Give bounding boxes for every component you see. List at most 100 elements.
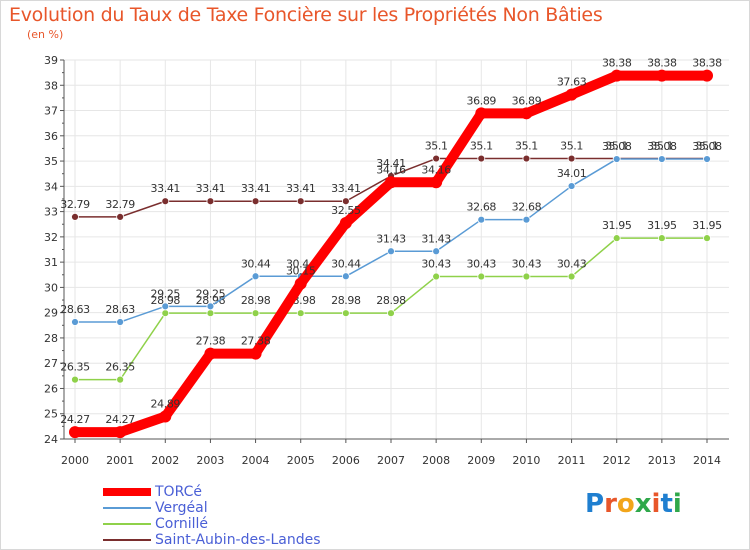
data-label-torc-: 27.38 (196, 335, 226, 348)
y-tick-label: 35 (44, 155, 58, 168)
data-label-torc-: 34.16 (376, 163, 406, 176)
y-tick-label: 28 (44, 332, 58, 345)
legend-swatch-cornille (103, 523, 151, 525)
x-tick-label: 2014 (693, 454, 721, 467)
data-label-cornill-: 26.35 (105, 361, 135, 374)
data-point-verg-al (522, 215, 531, 224)
data-label-torc-: 37.63 (557, 76, 587, 89)
x-tick-label: 2013 (648, 454, 676, 467)
data-point-cornill- (116, 375, 125, 384)
data-point-torc- (204, 347, 217, 360)
data-label-cornill-: 30.43 (512, 258, 542, 271)
legend-swatch-vergeal (103, 507, 151, 509)
data-label-verg-al: 34.01 (557, 167, 587, 180)
data-label-cornill-: 30.43 (467, 258, 497, 271)
data-point-verg-al (657, 155, 666, 163)
data-label-torc-: 24.89 (151, 398, 181, 411)
data-label-torc-: 38.38 (602, 57, 632, 70)
y-tick-label: 26 (44, 382, 58, 395)
data-label-saint-aubin-des-landes: 32.79 (105, 198, 135, 211)
logo-letter: i (672, 489, 682, 519)
data-label-torc-: 34.16 (421, 163, 451, 176)
data-label-verg-al: 29.25 (196, 287, 226, 300)
data-point-saint-aubin-des-landes (296, 197, 305, 206)
data-point-verg-al (703, 155, 711, 163)
data-label-cornill-: 31.95 (692, 219, 722, 232)
legend: TORCé Vergéal Cornillé Saint-Aubin-des-L… (103, 484, 363, 548)
data-point-saint-aubin-des-landes (251, 197, 260, 206)
data-point-torc- (655, 69, 668, 82)
data-point-saint-aubin-des-landes (161, 197, 170, 206)
data-label-cornill-: 28.98 (241, 294, 271, 307)
data-label-torc-: 36.89 (467, 94, 497, 107)
data-label-verg-al: 35.08 (692, 140, 722, 153)
data-label-torc-: 32.55 (331, 204, 361, 217)
data-label-verg-al: 32.68 (467, 201, 497, 214)
data-point-torc- (701, 69, 713, 82)
data-point-cornill- (432, 272, 441, 281)
data-point-verg-al (477, 215, 486, 224)
data-point-torc- (249, 347, 262, 360)
data-label-torc-: 38.38 (647, 57, 677, 70)
data-point-cornill- (251, 309, 260, 318)
data-point-saint-aubin-des-landes (522, 154, 531, 163)
y-tick-label: 33 (44, 206, 58, 219)
x-tick-label: 2005 (287, 454, 315, 467)
data-point-saint-aubin-des-landes (567, 154, 576, 163)
data-label-verg-al: 32.68 (512, 201, 542, 214)
data-point-cornill- (657, 234, 666, 243)
data-point-torc- (385, 176, 397, 189)
proxiti-logo: Proxiti (585, 489, 682, 519)
y-tick-label: 39 (44, 54, 58, 67)
data-label-torc-: 30.15 (286, 265, 316, 278)
data-label-cornill-: 31.95 (602, 219, 632, 232)
data-label-cornill-: 31.95 (647, 219, 677, 232)
y-tick-label: 37 (44, 105, 58, 118)
y-tick-label: 31 (44, 256, 58, 269)
data-label-torc-: 27.38 (241, 335, 271, 348)
data-label-verg-al: 31.43 (421, 232, 451, 245)
legend-item-vergeal: Vergéal (103, 500, 363, 516)
data-point-saint-aubin-des-landes (432, 154, 441, 163)
data-point-verg-al (71, 318, 79, 326)
data-label-saint-aubin-des-landes: 35.1 (605, 140, 628, 153)
logo-letter: t (660, 489, 673, 519)
data-point-torc- (339, 216, 352, 229)
data-label-verg-al: 30.44 (331, 257, 361, 270)
data-label-verg-al: 28.63 (105, 303, 135, 316)
data-point-saint-aubin-des-landes (341, 197, 350, 206)
data-label-verg-al: 30.44 (241, 257, 271, 270)
x-tick-label: 2008 (422, 454, 450, 467)
data-point-torc- (430, 176, 443, 189)
y-tick-label: 29 (44, 307, 58, 320)
logo-letter: P (585, 489, 605, 519)
data-label-cornill-: 30.43 (557, 258, 587, 271)
data-label-saint-aubin-des-landes: 32.79 (60, 198, 90, 211)
data-point-cornill- (161, 309, 170, 318)
data-point-saint-aubin-des-landes (206, 197, 215, 206)
data-label-saint-aubin-des-landes: 33.41 (151, 182, 181, 195)
data-point-torc- (565, 88, 578, 101)
data-point-cornill- (477, 272, 486, 281)
legend-swatch-torce (103, 488, 151, 496)
data-point-cornill- (567, 272, 576, 281)
data-label-saint-aubin-des-landes: 35.1 (650, 140, 673, 153)
data-label-torc-: 36.89 (512, 94, 542, 107)
data-point-verg-al (612, 155, 621, 163)
data-label-saint-aubin-des-landes: 35.1 (470, 140, 493, 153)
y-tick-label: 27 (44, 357, 58, 370)
data-point-cornill- (206, 309, 215, 318)
data-point-torc- (520, 107, 533, 120)
legend-item-saint-aubin: Saint-Aubin-des-Landes (103, 532, 363, 548)
y-tick-label: 36 (44, 130, 58, 143)
data-label-cornill-: 30.43 (421, 258, 451, 271)
data-point-verg-al (206, 302, 215, 311)
legend-item-torce: TORCé (103, 484, 363, 500)
data-label-saint-aubin-des-landes: 35.1 (515, 140, 538, 153)
y-tick-label: 38 (44, 79, 58, 92)
legend-label-vergeal: Vergéal (155, 500, 208, 516)
data-point-cornill- (387, 309, 395, 318)
legend-swatch-saint-aubin (103, 539, 151, 541)
x-tick-label: 2009 (467, 454, 495, 467)
data-point-cornill- (296, 309, 305, 318)
